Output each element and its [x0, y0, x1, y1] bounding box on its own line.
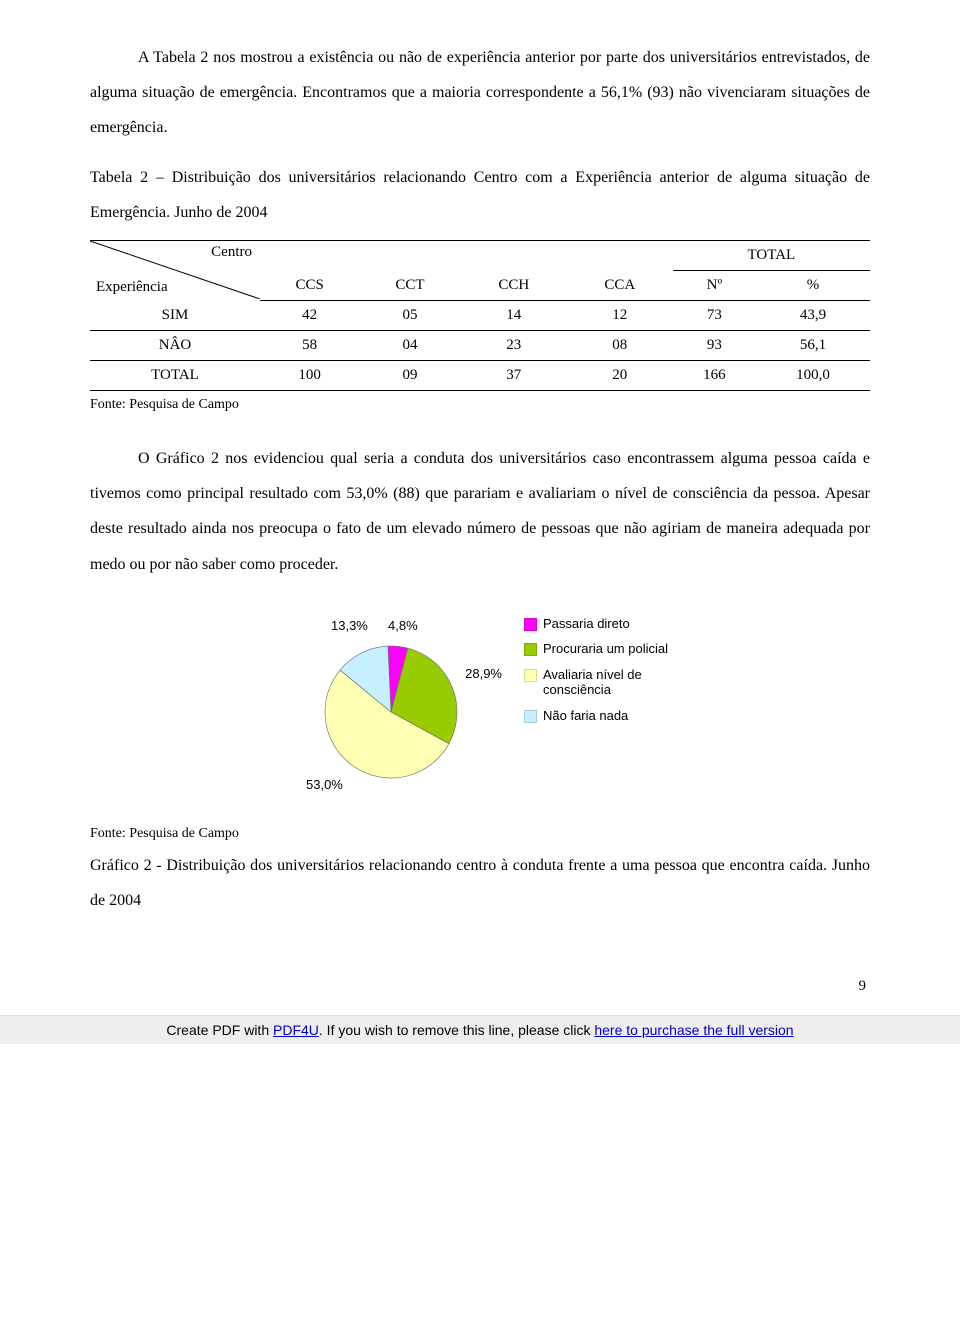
- table2: Centro Experiência TOTAL CCS CCT CCH CCA…: [90, 240, 870, 391]
- row-label: NÂO: [90, 330, 260, 360]
- table2-corner: Centro Experiência: [90, 240, 260, 300]
- page-number: 9: [90, 978, 866, 995]
- table2-source: Fonte: Pesquisa de Campo: [90, 397, 870, 413]
- pct-label-2: 53,0%: [306, 777, 343, 792]
- chart2-source: Fonte: Pesquisa de Campo: [90, 826, 870, 842]
- chart2-caption: Gráfico 2 - Distribuição dos universitár…: [90, 848, 870, 918]
- table2-col-1: CCT: [359, 270, 461, 300]
- table-row: NÂO 58 04 23 08 93 56,1: [90, 330, 870, 360]
- pdf4u-footer: Create PDF with PDF4U. If you wish to re…: [0, 1015, 960, 1044]
- chart2-legend: Passaria direto Procuraria um policial A…: [524, 612, 684, 734]
- table2-col-0: CCS: [260, 270, 359, 300]
- pct-label-1: 28,9%: [465, 666, 502, 681]
- legend-label-0: Passaria direto: [543, 616, 630, 632]
- legend-label-1: Procuraria um policial: [543, 641, 668, 657]
- legend-item: Procuraria um policial: [524, 641, 684, 657]
- table2-col-5: %: [756, 270, 870, 300]
- table2-total-header: TOTAL: [673, 240, 870, 270]
- row-label: SIM: [90, 300, 260, 330]
- table2-col-3: CCA: [567, 270, 673, 300]
- row-label: TOTAL: [90, 360, 260, 390]
- legend-swatch-1: [524, 643, 537, 656]
- footer-middle: . If you wish to remove this line, pleas…: [319, 1022, 594, 1038]
- table-row: TOTAL 100 09 37 20 166 100,0: [90, 360, 870, 390]
- table2-col-4: Nº: [673, 270, 756, 300]
- legend-swatch-2: [524, 669, 537, 682]
- legend-item: Avaliaria nível de consciência: [524, 667, 684, 698]
- pct-label-3: 13,3%: [331, 618, 368, 633]
- pie-chart: [276, 612, 506, 802]
- legend-item: Não faria nada: [524, 708, 684, 724]
- footer-link-pdf4u[interactable]: PDF4U: [273, 1022, 319, 1038]
- chart2: 13,3% 4,8% 28,9% 53,0% Passaria direto P…: [276, 612, 684, 802]
- footer-prefix: Create PDF with: [166, 1022, 273, 1038]
- legend-swatch-0: [524, 618, 537, 631]
- table2-caption: Tabela 2 – Distribuição dos universitári…: [90, 160, 870, 230]
- paragraph-intro: A Tabela 2 nos mostrou a existência ou n…: [90, 40, 870, 146]
- paragraph-chart: O Gráfico 2 nos evidenciou qual seria a …: [90, 441, 870, 582]
- legend-item: Passaria direto: [524, 616, 684, 632]
- pct-label-0: 4,8%: [388, 618, 418, 633]
- table2-col-2: CCH: [461, 270, 567, 300]
- table2-corner-top: Centro: [211, 244, 252, 261]
- legend-label-2: Avaliaria nível de consciência: [543, 667, 684, 698]
- table-row: SIM 42 05 14 12 73 43,9: [90, 300, 870, 330]
- legend-swatch-3: [524, 710, 537, 723]
- legend-label-3: Não faria nada: [543, 708, 628, 724]
- footer-link-purchase[interactable]: here to purchase the full version: [594, 1022, 793, 1038]
- table2-corner-bottom: Experiência: [96, 279, 168, 296]
